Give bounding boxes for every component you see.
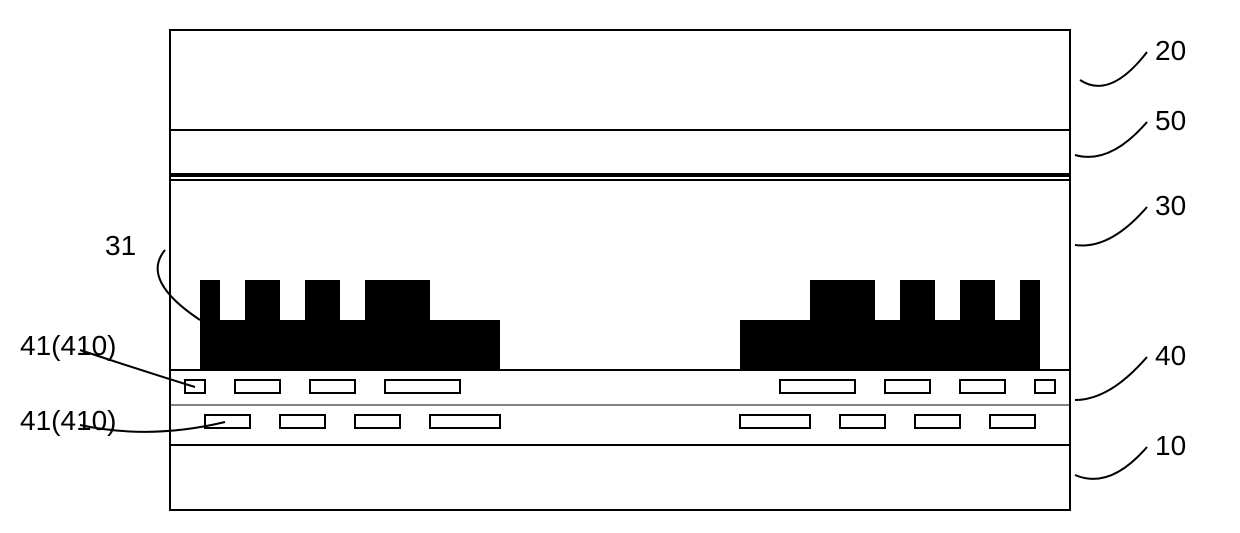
black-left-tooth-0: [200, 280, 220, 320]
hollow-right-row1-1: [885, 380, 930, 393]
black-right-base: [740, 320, 1040, 370]
outer-frame: [170, 30, 1070, 510]
black-right-tooth-1: [900, 280, 935, 320]
leader-line: [1075, 122, 1147, 157]
leader-line: [1075, 357, 1147, 400]
hollow-left-row1-1: [235, 380, 280, 393]
hollow-right-row2-0: [740, 415, 810, 428]
hollow-left-row2-3: [430, 415, 500, 428]
label-l41a: 41(410): [20, 330, 117, 361]
black-left-tooth-3: [365, 280, 430, 320]
black-right-tooth-3: [1020, 280, 1040, 320]
leader-line: [1080, 52, 1147, 86]
hollow-right-row2-3: [990, 415, 1035, 428]
black-left-tooth-2: [305, 280, 340, 320]
black-left-base: [200, 320, 500, 370]
label-l20: 20: [1155, 35, 1186, 66]
leader-line: [158, 250, 200, 320]
leader-line: [1075, 207, 1147, 246]
label-l31: 31: [105, 230, 136, 261]
hollow-right-row2-1: [840, 415, 885, 428]
black-right-tooth-2: [960, 280, 995, 320]
label-l40: 40: [1155, 340, 1186, 371]
hollow-left-row2-2: [355, 415, 400, 428]
hollow-left-row1-3: [385, 380, 460, 393]
hollow-left-row2-1: [280, 415, 325, 428]
hollow-left-row2-0: [205, 415, 250, 428]
hollow-right-row2-2: [915, 415, 960, 428]
hollow-right-row1-3: [1035, 380, 1055, 393]
black-right-tooth-0: [810, 280, 875, 320]
hollow-right-row1-2: [960, 380, 1005, 393]
label-l41b: 41(410): [20, 405, 117, 436]
diagram-svg: 20 50 30 40 10 31 41(410) 41(410): [0, 0, 1240, 533]
hollow-left-row1-2: [310, 380, 355, 393]
label-l30: 30: [1155, 190, 1186, 221]
hollow-right-row1-0: [780, 380, 855, 393]
leader-line: [1075, 447, 1147, 479]
label-l50: 50: [1155, 105, 1186, 136]
label-l10: 10: [1155, 430, 1186, 461]
black-left-tooth-1: [245, 280, 280, 320]
